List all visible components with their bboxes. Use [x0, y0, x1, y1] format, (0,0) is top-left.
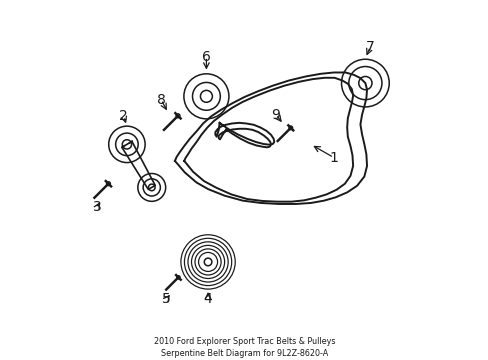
Text: 8: 8 — [156, 93, 165, 107]
Text: 3: 3 — [93, 200, 102, 214]
Text: 2010 Ford Explorer Sport Trac Belts & Pulleys
Serpentine Belt Diagram for 9L2Z-8: 2010 Ford Explorer Sport Trac Belts & Pu… — [153, 337, 335, 358]
Text: 4: 4 — [203, 292, 212, 306]
Text: 2: 2 — [119, 109, 128, 123]
Text: 7: 7 — [365, 40, 374, 54]
Text: 1: 1 — [329, 150, 338, 165]
Text: 5: 5 — [162, 292, 171, 306]
Text: 6: 6 — [202, 50, 210, 64]
Circle shape — [204, 258, 211, 266]
Text: 9: 9 — [271, 108, 280, 122]
